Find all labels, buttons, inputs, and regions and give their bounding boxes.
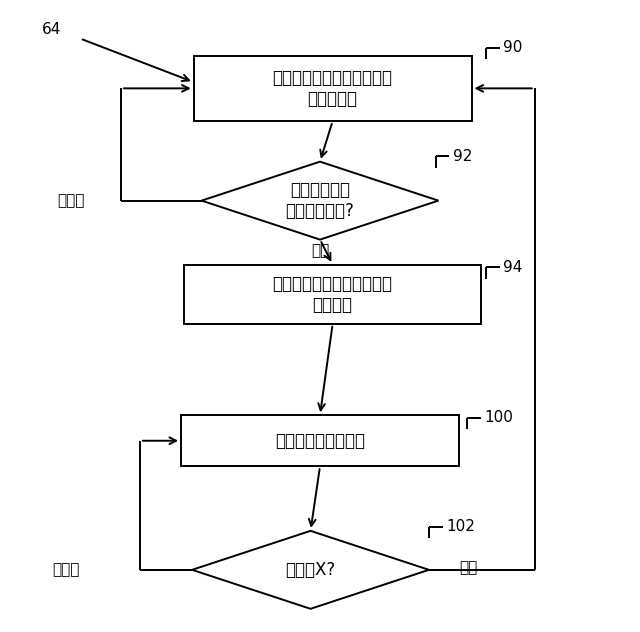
Text: 64: 64	[42, 21, 61, 37]
Text: 102: 102	[446, 520, 476, 534]
Bar	[181, 415, 459, 466]
Bar	[184, 265, 481, 324]
Text: モーションは
検出されたか?: モーションは 検出されたか?	[285, 181, 355, 220]
Text: はい: はい	[311, 244, 329, 258]
Text: いいえ: いいえ	[52, 562, 80, 578]
Bar	[194, 56, 472, 121]
Text: 時間＝X?: 時間＝X?	[285, 561, 335, 579]
Polygon shape	[192, 531, 429, 609]
Text: はい: はい	[460, 560, 477, 575]
Text: 94: 94	[503, 260, 522, 275]
Text: ロックアウトモード: ロックアウトモード	[275, 432, 365, 450]
Text: いいえ: いいえ	[57, 193, 84, 208]
Polygon shape	[202, 162, 438, 240]
Text: 90: 90	[503, 40, 522, 56]
Text: アクティブ化シーケンスを
実行する: アクティブ化シーケンスを 実行する	[273, 275, 392, 313]
Text: 92: 92	[452, 149, 472, 164]
Text: アクティブオペレーション
を表示する: アクティブオペレーション を表示する	[273, 69, 392, 108]
Text: 100: 100	[484, 410, 513, 425]
